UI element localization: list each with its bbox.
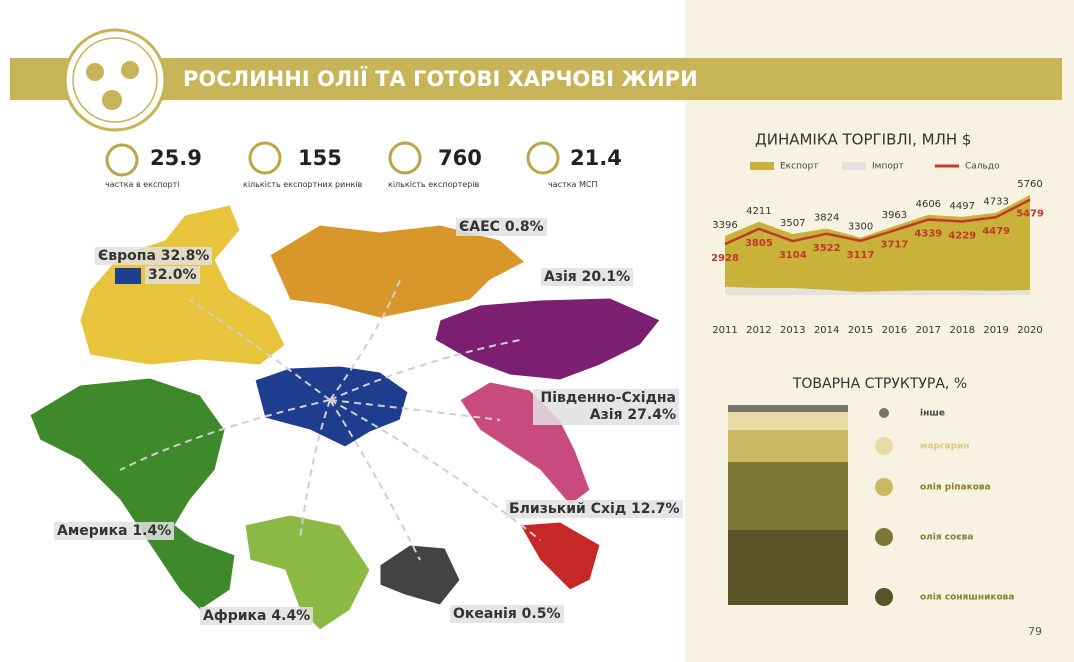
region-middle-east bbox=[519, 521, 601, 591]
x-tick-label: 2013 bbox=[780, 325, 805, 336]
bar-segment bbox=[728, 412, 848, 430]
stat-value: 760 bbox=[438, 146, 482, 170]
region-europe bbox=[79, 204, 286, 366]
region-label: Америка 1.4% bbox=[54, 522, 175, 540]
legend-swatch bbox=[750, 162, 774, 170]
data-label: 3824 bbox=[814, 213, 839, 224]
data-label: 3805 bbox=[745, 238, 773, 249]
legend-icon bbox=[875, 528, 893, 546]
icon-sun bbox=[102, 90, 122, 110]
stat-label: кількість експортерів bbox=[388, 180, 480, 189]
region-label: Азія 20.1% bbox=[541, 268, 634, 286]
stat-icons bbox=[105, 141, 560, 177]
data-label: 4497 bbox=[949, 201, 974, 212]
legend-icon bbox=[875, 588, 893, 606]
legend-label: Сальдо bbox=[965, 162, 1000, 172]
data-label: 3507 bbox=[780, 218, 805, 229]
data-label: 2928 bbox=[711, 253, 739, 264]
legend-icon bbox=[879, 408, 889, 418]
stat-label: кількість експортних ринків bbox=[243, 180, 363, 189]
data-label: 3300 bbox=[848, 222, 873, 233]
data-label: 3717 bbox=[881, 239, 909, 250]
region-label: Близький Схід 12.7% bbox=[506, 500, 683, 518]
data-label: 5479 bbox=[1016, 209, 1044, 220]
stat-label: частка в експорті bbox=[105, 180, 180, 189]
legend-label: олія ріпакова bbox=[920, 482, 991, 493]
chart-title: ДИНАМІКА ТОРГІВЛІ, МЛН $ bbox=[755, 131, 971, 149]
x-tick-label: 2017 bbox=[916, 325, 941, 336]
icon-drop bbox=[121, 61, 139, 79]
legend-label: Експорт bbox=[780, 162, 818, 172]
region-africa bbox=[244, 514, 371, 631]
legend-icon bbox=[875, 437, 893, 455]
legend-label: олія соняшникова bbox=[920, 592, 1014, 603]
eu-flag bbox=[115, 268, 141, 284]
region-label: 32.0% bbox=[145, 266, 200, 284]
region-eaeu bbox=[269, 224, 526, 319]
stat-label: частка МСП bbox=[548, 180, 598, 189]
region-label: ЄАЕС 0.8% bbox=[456, 218, 547, 236]
x-tick-label: 2016 bbox=[882, 325, 907, 336]
header-icon-ring bbox=[72, 37, 158, 123]
area bbox=[725, 286, 1030, 295]
bar-segment bbox=[728, 405, 848, 412]
region-america bbox=[29, 377, 236, 611]
stat-value: 21.4 bbox=[570, 146, 622, 170]
chart-title: ТОВАРНА СТРУКТУРА, % bbox=[792, 376, 967, 392]
region-se-asia bbox=[459, 381, 591, 506]
line bbox=[724, 198, 1031, 246]
header-band bbox=[10, 58, 1062, 100]
region-asia bbox=[434, 297, 661, 381]
region-label: Африка 4.4% bbox=[200, 607, 314, 625]
page-number: 79 bbox=[1028, 625, 1042, 638]
data-label: 3522 bbox=[813, 243, 841, 254]
bar-segment bbox=[728, 530, 848, 605]
legend-swatch bbox=[842, 162, 866, 170]
x-tick-label: 2015 bbox=[848, 325, 873, 336]
legend-icon bbox=[875, 478, 893, 496]
x-tick-label: 2011 bbox=[712, 325, 737, 336]
legend-label: олія соєва bbox=[920, 532, 973, 543]
x-tick-label: 2020 bbox=[1017, 325, 1042, 336]
data-label: 4606 bbox=[916, 199, 941, 210]
data-label: 3396 bbox=[712, 220, 737, 231]
data-label: 4479 bbox=[982, 226, 1010, 237]
data-label: 4339 bbox=[914, 229, 942, 240]
legend-label: Імпорт bbox=[872, 162, 904, 172]
region-ukraine bbox=[254, 365, 409, 448]
data-label: 3104 bbox=[779, 250, 807, 261]
trade-routes bbox=[119, 279, 541, 561]
data-label: 3117 bbox=[847, 250, 875, 261]
data-label: 4211 bbox=[746, 206, 771, 217]
stat-value: 25.9 bbox=[150, 146, 202, 170]
data-label: 5760 bbox=[1017, 179, 1042, 190]
header-icon bbox=[63, 28, 167, 132]
data-label: 3963 bbox=[882, 210, 907, 221]
x-tick-label: 2014 bbox=[814, 325, 839, 336]
legend-label: маргарин bbox=[920, 442, 970, 452]
stat-value: 155 bbox=[298, 146, 342, 170]
region-label: Європа 32.8% bbox=[95, 247, 213, 265]
bar-segment bbox=[728, 462, 848, 530]
map bbox=[29, 204, 661, 631]
bar-segment bbox=[728, 430, 848, 462]
region-oceania bbox=[379, 544, 461, 606]
header-title: РОСЛИННІ ОЛІЇ ТА ГОТОВІ ХАРЧОВІ ЖИРИ bbox=[183, 66, 698, 91]
x-tick-label: 2019 bbox=[983, 325, 1008, 336]
legend-label: інше bbox=[920, 408, 945, 419]
x-tick-label: 2018 bbox=[949, 325, 974, 336]
data-label: 4229 bbox=[948, 230, 976, 241]
icon-drop bbox=[86, 63, 104, 81]
data-label: 4733 bbox=[983, 197, 1008, 208]
x-tick-label: 2012 bbox=[746, 325, 771, 336]
region-label: Південно-Східна Азія 27.4% bbox=[533, 389, 679, 425]
region-label: Океанія 0.5% bbox=[450, 605, 564, 623]
